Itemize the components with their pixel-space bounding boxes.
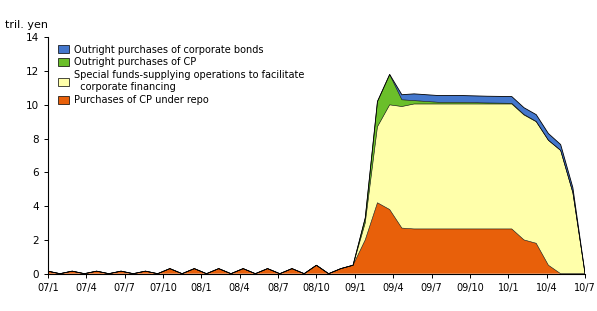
Legend: Outright purchases of corporate bonds, Outright purchases of CP, Special funds-s: Outright purchases of corporate bonds, O… [58, 44, 304, 105]
Text: tril. yen: tril. yen [5, 20, 48, 30]
